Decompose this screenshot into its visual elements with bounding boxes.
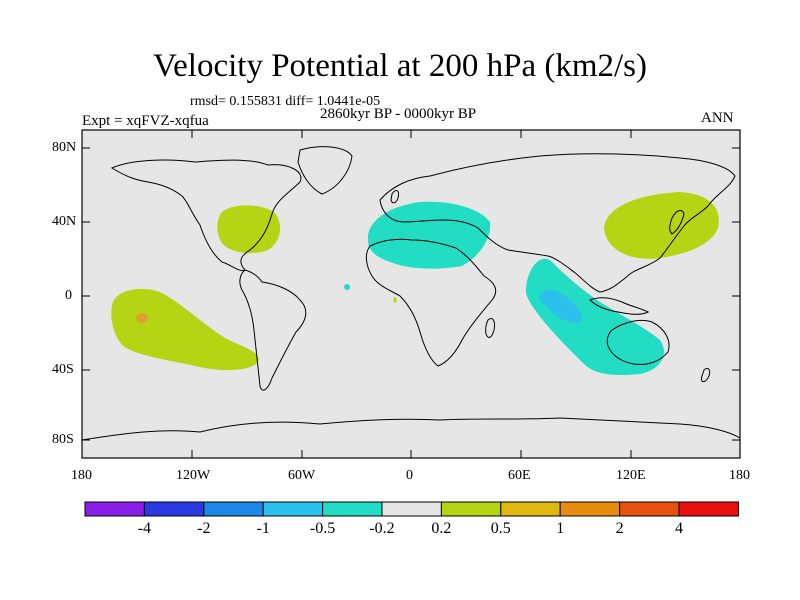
coast-uk [390,190,399,204]
colorbar-swatch [143,501,205,517]
y-label: 0 [65,288,72,303]
colorbar-label: -2 [197,520,211,537]
coast-antarctica [81,417,741,441]
colorbar-swatch [619,501,680,517]
x-label: 0 [406,468,413,483]
map-title: Velocity Potential at 200 hPa (km2/s) [152,48,648,84]
coast-madagascar [485,317,495,338]
y-label: 40S [52,362,74,377]
colorbar-swatch [678,501,739,517]
colorbar-label: 2 [615,520,624,537]
season-label: ANN [701,110,734,126]
anomaly-north-america [217,205,281,254]
x-label: 60W [288,468,316,483]
colorbar-label: -4 [137,520,152,537]
period-label: 2860kyr BP - 0000kyr BP [320,106,477,122]
map-background [82,130,740,458]
y-label: 40N [52,214,77,229]
coast-indonesia [589,297,650,315]
experiment-label: Expt = xqFVZ-xqfua [82,113,209,129]
coast-eurasia [379,153,736,293]
anomaly-mediterranean-africa [367,201,491,269]
anomaly-indian-ocean-core [539,289,583,323]
anomaly-atlantic-dot [344,284,350,290]
x-label: 60E [508,468,531,483]
anomaly-indian-ocean [525,258,664,375]
coast-australia [606,319,670,365]
y-label: 80N [52,140,77,155]
colorbar-label: -0.2 [369,520,395,537]
colorbar-swatch [84,501,145,517]
anomaly-south-pacific [111,288,259,371]
colorbar-label: 1 [556,520,565,537]
colorbar-swatch [500,501,561,517]
colorbar-label: 0.5 [490,520,511,537]
colorbar-label: 0.2 [431,520,452,537]
x-label: 180 [71,468,92,483]
coast-north-america [110,159,302,272]
stats-line: rmsd= 0.155831 diff= 1.0441e-05 [190,94,381,109]
x-label: 180 [729,468,750,483]
colorbar-swatch [381,501,442,517]
anomaly-regions [111,192,719,375]
colorbar-label: 4 [675,520,683,537]
coastlines [81,146,741,441]
x-label: 120W [176,468,211,483]
anomaly-east-asia [604,192,719,259]
colorbar-swatch [440,501,502,517]
colorbar-label: -1 [256,520,270,537]
anomaly-gulf-guinea-dot [393,297,397,303]
x-label: 120E [616,468,646,483]
colorbar-swatch [559,501,621,517]
colorbar-swatch [203,501,264,517]
tick-marks [81,130,741,458]
coast-greenland [297,146,353,195]
coast-south-america [239,269,307,391]
anomaly-pacific-core [136,313,148,323]
colorbar [84,501,739,517]
colorbar-label: -0.5 [309,520,336,537]
colorbar-swatch [322,501,383,517]
coast-africa [365,238,497,367]
coast-japan [669,210,685,235]
colorbar-swatch [262,501,324,517]
y-label: 80S [52,432,74,447]
coast-new-zealand [701,367,711,383]
